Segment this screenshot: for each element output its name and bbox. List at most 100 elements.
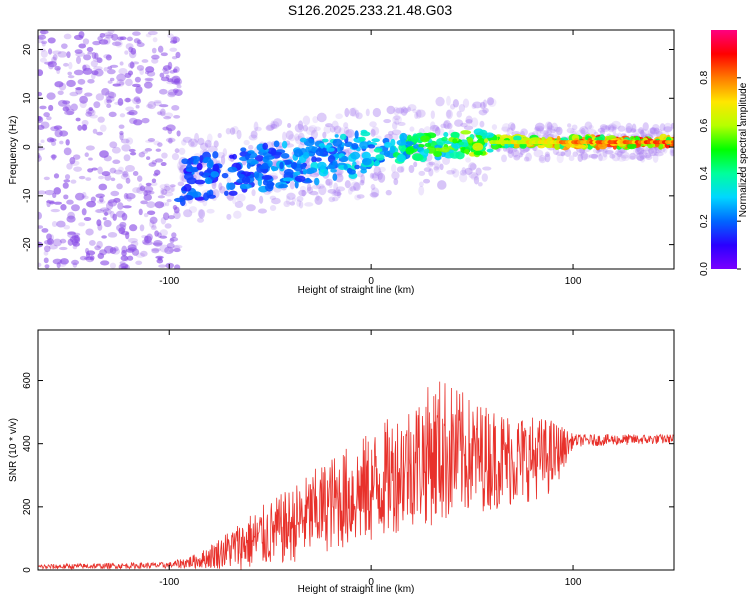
heatmap-cell [337,172,343,178]
heatmap-cell [259,195,264,204]
heatmap-cell [402,107,409,114]
heatmap-cell [151,57,159,64]
heatmap-cell [473,176,480,185]
heatmap-cell [116,210,126,218]
heatmap-cell [599,124,608,131]
heatmap-cell [375,154,385,161]
heatmap-cell [111,248,121,255]
heatmap-cell [659,133,668,142]
heatmap-cell [394,118,400,126]
heatmap-cell [132,61,140,65]
heatmap-cell [178,147,186,155]
heatmap-cell [56,220,66,228]
heatmap-cell [321,138,329,143]
colorbar-tick-label: 0.0 [699,262,710,276]
heatmap-cell [397,121,406,127]
heatmap-cell [269,195,277,201]
heatmap-cell [156,110,166,116]
heatmap-cell [96,57,103,64]
heatmap-cell [278,184,288,189]
heatmap-cell [226,213,232,220]
heatmap-cell [65,139,70,146]
heatmap-cell [370,191,378,199]
heatmap-cell [343,164,348,170]
heatmap-cell [273,118,283,127]
heatmap-cell [63,62,69,67]
heatmap-cell [273,140,280,148]
heatmap-cell [136,65,145,71]
heatmap-cell [133,96,141,103]
heatmap-cell [525,152,532,162]
heatmap-cell [395,107,405,114]
heatmap-cell [111,41,122,46]
heatmap-cell [150,225,157,231]
heatmap-cell [152,37,158,43]
heatmap-cell [59,130,69,137]
heatmap-cell [377,172,386,183]
heatmap-cell [635,146,645,155]
heatmap-cell [98,183,108,191]
heatmap-cell [51,140,57,146]
heatmap-cell [649,127,658,135]
heatmap-cell [360,174,365,184]
heatmap-cell [153,140,160,146]
heatmap-cell [311,156,317,163]
heatmap-cell [356,194,365,199]
heatmap-cell [173,114,181,119]
heatmap-cell [325,179,331,186]
heatmap-cell [470,117,479,128]
heatmap-cell [51,154,56,161]
heatmap-cell [609,153,616,159]
heatmap-cell [120,138,130,144]
heatmap-cell [88,107,93,112]
heatmap-cell [365,108,370,117]
heatmap-cell [220,155,226,165]
heatmap-cell [241,160,247,166]
heatmap-cell [465,119,473,124]
heatmap-cell [335,113,343,120]
heatmap-cell [197,137,205,146]
heatmap-cell [167,61,173,70]
heatmap-cell [52,53,58,61]
heatmap-cell [523,156,530,162]
heatmap-cell [560,151,566,157]
heatmap-cell [670,122,674,129]
heatmap-cell [129,50,137,59]
heatmap-cell [123,154,131,162]
heatmap-cell [285,130,294,140]
heatmap-cell [57,90,64,96]
heatmap-cell [164,112,174,118]
heatmap-cell [159,184,168,190]
heatmap-cell [172,204,178,210]
heatmap-cell [638,127,644,134]
heatmap-cell [107,66,113,70]
heatmap-cell [396,154,406,163]
heatmap-cell [93,101,101,109]
heatmap-cell [88,157,93,161]
heatmap-cell [165,201,170,207]
heatmap-cell [467,136,473,143]
heatmap-cell [54,81,64,88]
heatmap-cell [409,126,415,132]
heatmap-cell [472,142,484,151]
heatmap-cell [78,175,86,180]
heatmap-cell [333,125,342,134]
heatmap-cell [628,155,637,160]
heatmap-cell [344,107,350,118]
heatmap-cell [537,144,546,149]
heatmap-cell [98,175,105,180]
spectrogram-xlabel: Height of straight line (km) [298,285,415,296]
heatmap-cell [316,183,325,189]
heatmap-cell [155,148,162,152]
heatmap-cell [50,154,57,159]
heatmap-cell [172,68,178,73]
heatmap-cell [625,122,633,133]
heatmap-cell [204,177,213,185]
heatmap-cell [109,167,117,174]
heatmap-cell [314,177,320,186]
heatmap-cell [117,98,124,106]
heatmap-cell [86,200,96,208]
heatmap-cell [311,184,322,190]
heatmap-cell [670,149,674,156]
heatmap-cell [157,111,163,115]
